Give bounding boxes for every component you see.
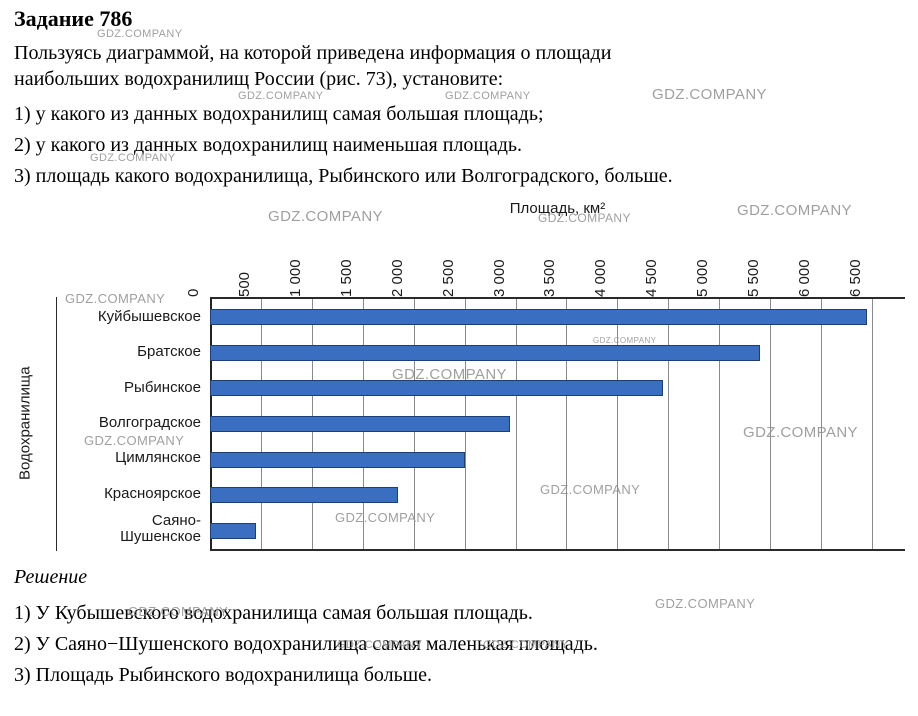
bar-row	[210, 335, 905, 371]
task-items: 1) у какого из данных водохранилищ самая…	[14, 99, 904, 192]
category-labels: Куйбышевское Братское Рыбинское Волгоградск…	[58, 299, 208, 547]
gridline	[515, 299, 517, 549]
x-tick-label: 3 500	[541, 259, 559, 297]
x-tick-label: 1 000	[286, 259, 304, 297]
category-label: Саяно- Шушенское	[120, 512, 201, 546]
x-tick-label: 500	[235, 271, 253, 297]
solution-heading: Решение	[14, 566, 88, 588]
category-axis-line	[56, 297, 57, 551]
bar	[210, 380, 663, 397]
gridline	[872, 299, 873, 549]
bar-row	[210, 513, 905, 549]
task-intro-line: Пользуясь диаграммой, на которой приведе…	[14, 42, 612, 64]
category-label: Цимлянское	[115, 449, 201, 467]
bar	[210, 451, 465, 468]
solution-line: 3) Площадь Рыбинского водохранилища боль…	[14, 664, 433, 686]
category-label: Красноярское	[104, 484, 201, 502]
bar-row	[210, 370, 905, 406]
x-tick-label: 6 500	[847, 259, 864, 297]
gridline	[617, 299, 619, 549]
solution-line: 2) У Саяно−Шушенского водохранилища сама…	[14, 633, 598, 655]
gridline	[770, 299, 772, 549]
bar	[210, 487, 398, 504]
x-tick-label: 6 000	[796, 259, 814, 297]
x-axis-title: Площадь, км²	[509, 200, 606, 217]
plot-area	[210, 297, 905, 551]
gridline	[566, 299, 568, 549]
bar-row	[210, 406, 905, 442]
category-label: Рыбинское	[124, 378, 201, 396]
x-tick-label: 4 000	[592, 259, 610, 297]
x-tick-label: 3 000	[490, 259, 508, 297]
bar	[210, 308, 867, 325]
task-item: 1) у какого из данных водохранилищ самая…	[14, 103, 544, 125]
task-item: 3) площадь какого водохранилища, Рыбинск…	[14, 165, 673, 187]
solution: 1) У Кубышевского водохранилища самая бо…	[14, 598, 904, 691]
category-label: Братское	[137, 343, 201, 361]
content: Задание 786 Пользуясь диаграммой, на кот…	[14, 6, 905, 691]
gridline	[668, 299, 670, 549]
bar	[210, 523, 256, 540]
solution-line: 1) У Кубышевского водохранилища самая бо…	[14, 602, 533, 624]
category-label: Волгоградское	[98, 413, 201, 431]
bar	[210, 344, 760, 361]
task-intro: Пользуясь диаграммой, на которой приведе…	[14, 40, 904, 92]
bar-row	[210, 299, 905, 335]
gridline	[719, 299, 721, 549]
task-item: 2) у какого из данных водохранилищ наиме…	[14, 134, 523, 156]
x-tick-label: 0	[185, 288, 202, 297]
bar	[210, 416, 510, 433]
bar-chart: Площадь, км² Водохранилища Куйбышевское Б…	[10, 200, 905, 556]
x-tick-label: 1 500	[337, 259, 355, 297]
task-intro-line: наибольших водохранилищ России (рис. 73)…	[14, 68, 504, 90]
task-title: Задание 786	[14, 6, 133, 31]
gridline	[821, 299, 823, 549]
x-tick-label: 2 000	[388, 259, 406, 297]
category-label: Куйбышевское	[97, 307, 201, 325]
x-tick-label: 5 500	[745, 259, 763, 297]
bar-row	[210, 478, 905, 514]
y-axis-title: Водохранилища	[16, 366, 34, 480]
bar-row	[210, 442, 905, 478]
x-tick-label: 4 500	[643, 259, 661, 297]
x-tick-label: 5 000	[694, 259, 712, 297]
x-tick-label: 2 500	[439, 259, 457, 297]
